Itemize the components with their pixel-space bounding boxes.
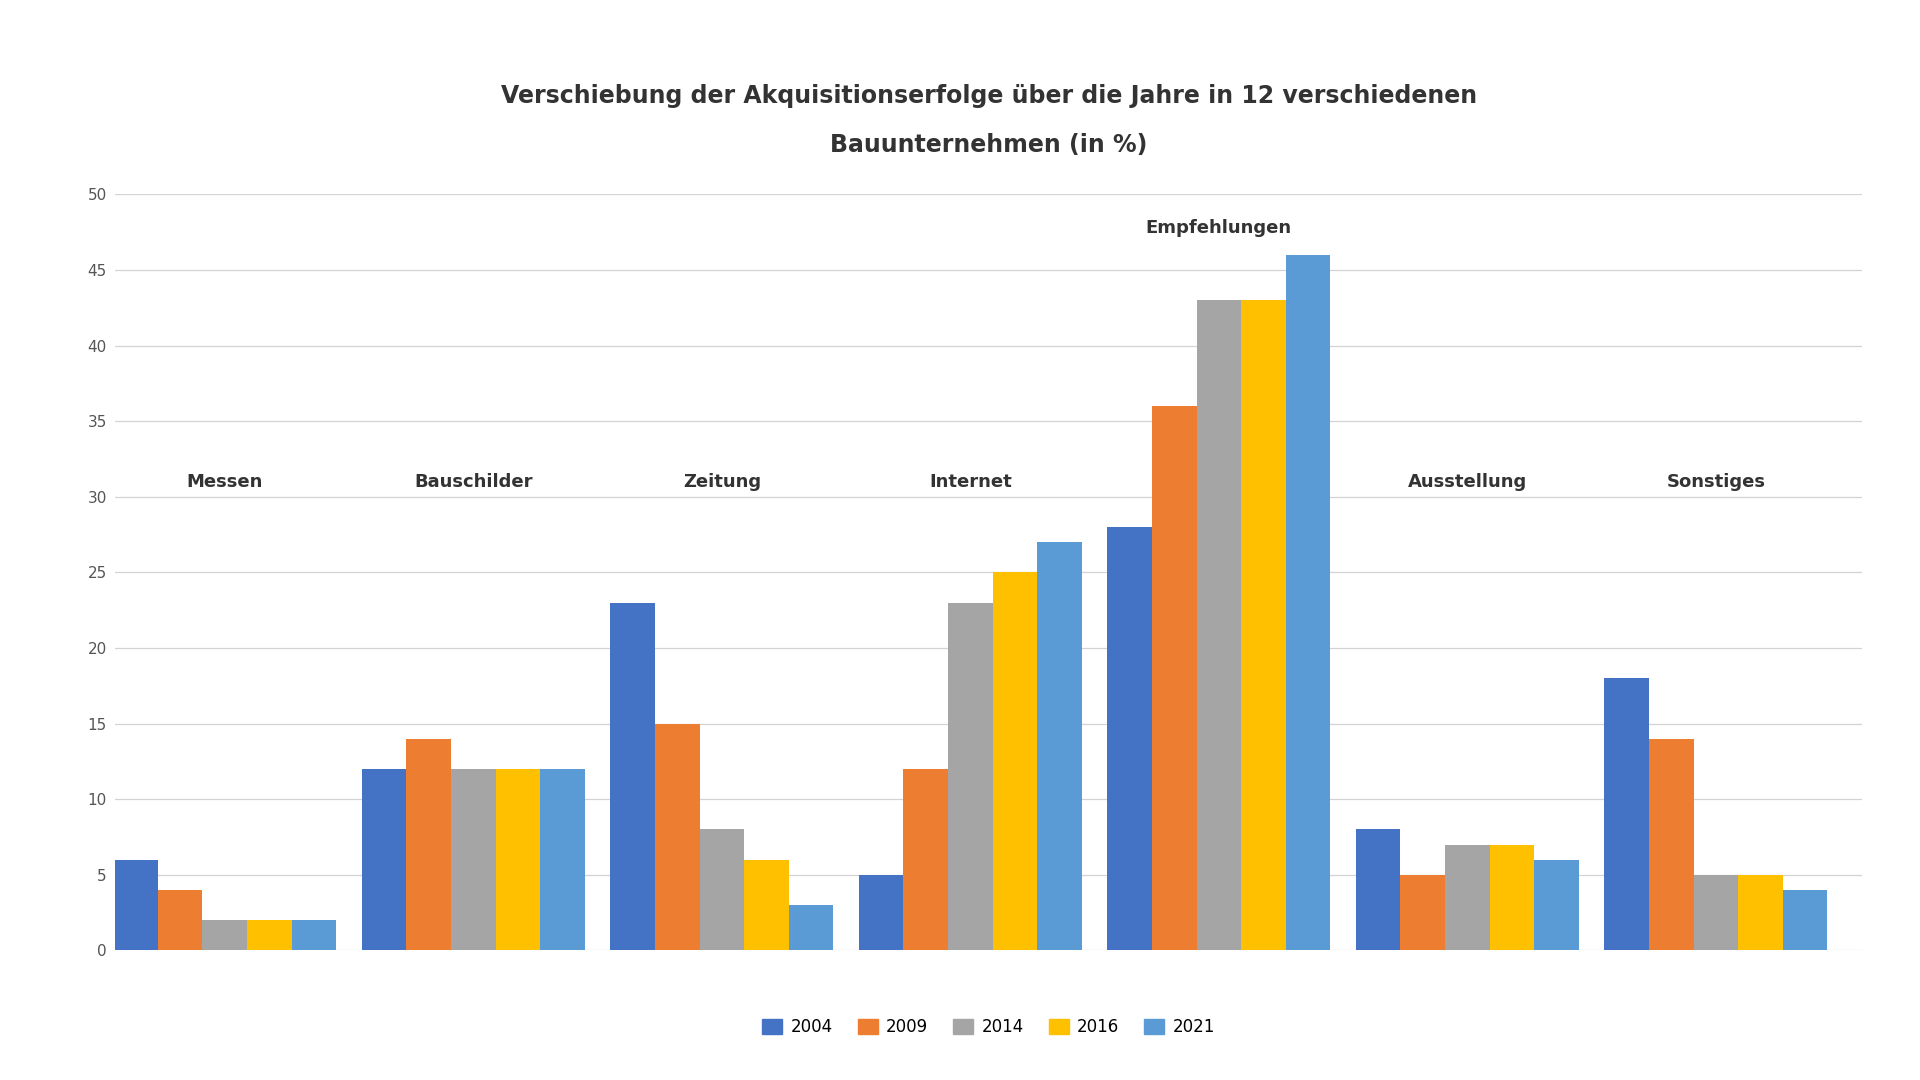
Bar	[113, 860, 157, 950]
Legend: 2004, 2009, 2014, 2016, 2021: 2004, 2009, 2014, 2016, 2021	[756, 1012, 1221, 1043]
Bar	[1356, 829, 1400, 950]
Bar	[1490, 845, 1534, 950]
Bar	[611, 603, 655, 950]
Bar	[904, 769, 948, 950]
Bar	[292, 920, 336, 950]
Bar	[202, 920, 248, 950]
Bar	[361, 769, 407, 950]
Bar	[1649, 739, 1693, 950]
Bar	[540, 769, 586, 950]
Bar	[993, 572, 1037, 950]
Bar	[1605, 678, 1649, 950]
Text: Verschiebung der Akquisitionserfolge über die Jahre in 12 verschiedenen: Verschiebung der Akquisitionserfolge übe…	[501, 84, 1476, 108]
Bar	[495, 769, 540, 950]
Bar	[248, 920, 292, 950]
Text: Ausstellung: Ausstellung	[1407, 473, 1526, 490]
Bar	[699, 829, 745, 950]
Bar	[407, 739, 451, 950]
Bar	[789, 905, 833, 950]
Text: Messen: Messen	[186, 473, 263, 490]
Bar	[1286, 255, 1331, 950]
Bar	[157, 890, 202, 950]
Bar	[1240, 300, 1286, 950]
Bar	[948, 603, 993, 950]
Bar	[1108, 527, 1152, 950]
Bar	[858, 875, 904, 950]
Bar	[1152, 406, 1196, 950]
Bar	[655, 724, 699, 950]
Text: Bauunternehmen (in %): Bauunternehmen (in %)	[829, 133, 1148, 157]
Bar	[1400, 875, 1446, 950]
Bar	[1784, 890, 1828, 950]
Bar	[1037, 542, 1081, 950]
Text: Empfehlungen: Empfehlungen	[1146, 219, 1292, 237]
Text: Bauschilder: Bauschilder	[415, 473, 532, 490]
Text: Sonstiges: Sonstiges	[1667, 473, 1764, 490]
Bar	[1693, 875, 1738, 950]
Bar	[451, 769, 495, 950]
Text: Zeitung: Zeitung	[684, 473, 760, 490]
Text: Internet: Internet	[929, 473, 1012, 490]
Bar	[745, 860, 789, 950]
Bar	[1738, 875, 1784, 950]
Bar	[1196, 300, 1240, 950]
Bar	[1446, 845, 1490, 950]
Bar	[1534, 860, 1578, 950]
